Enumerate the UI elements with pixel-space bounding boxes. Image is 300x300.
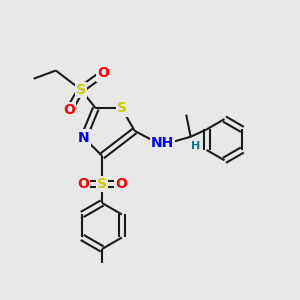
Text: O: O [63, 103, 75, 117]
Text: O: O [115, 177, 127, 191]
Text: H: H [191, 141, 201, 151]
Text: N: N [78, 130, 90, 145]
Text: S: S [97, 177, 107, 191]
Text: NH: NH [151, 136, 174, 150]
Text: O: O [77, 177, 89, 191]
Text: S: S [76, 82, 86, 97]
Text: O: O [97, 66, 109, 80]
Text: S: S [117, 101, 127, 116]
